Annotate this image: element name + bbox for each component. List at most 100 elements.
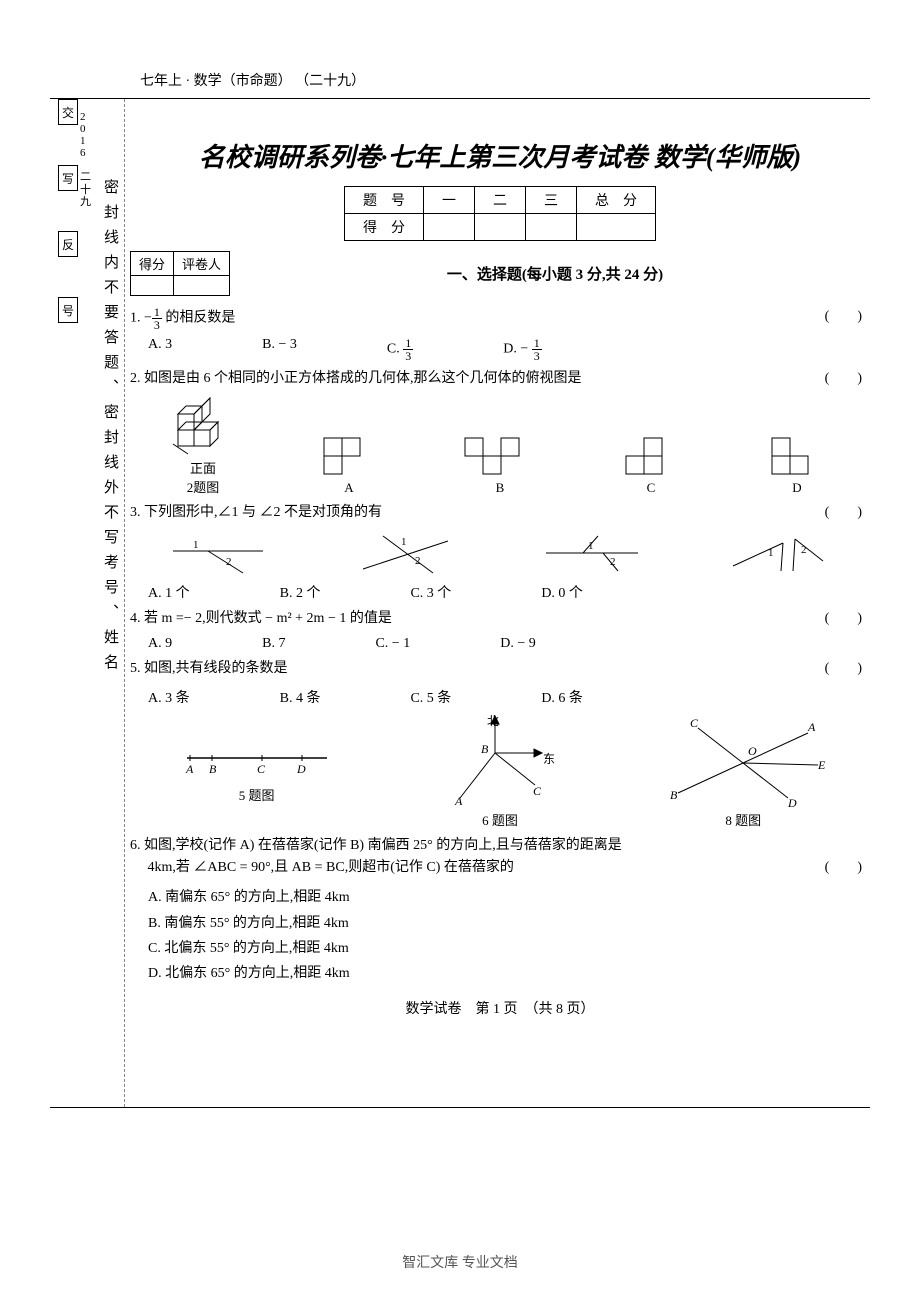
q2-main-fig: 正面2题图 <box>168 396 238 496</box>
score-summary-table: 题 号 一 二 三 总 分 得 分 <box>344 186 656 241</box>
page-footer: 数学试卷 第 1 页 （共 8 页） <box>130 998 870 1018</box>
exam-page: 七年上 · 数学（市命题） （二十九） 2016二十九 交 写 反 号 密封线内… <box>0 0 920 1302</box>
svg-text:B: B <box>481 742 489 756</box>
side-stamp-boxes: 交 写 反 号 <box>58 99 78 363</box>
q4-options: A. 9 B. 7 C. − 1 D. − 9 <box>148 636 870 652</box>
svg-text:1: 1 <box>401 536 407 548</box>
option-b: B. 4 条 <box>280 687 321 707</box>
svg-text:1: 1 <box>768 547 774 559</box>
option-a: A. 9 <box>148 636 172 652</box>
option-a: A. 3 <box>148 337 172 362</box>
table-row: 得 分 <box>345 214 656 241</box>
option-c: C. 3 个 <box>410 582 451 602</box>
question-3: 3. 下列图形中,∠1 与 ∠2 不是对顶角的有 ( ) <box>130 502 870 524</box>
fig-label: A <box>314 480 384 496</box>
answer-blank: ( ) <box>825 857 862 879</box>
fig8: ABCDEO 8 题图 <box>658 713 828 829</box>
q3-stem: 3. 下列图形中,∠1 与 ∠2 不是对顶角的有 <box>130 505 382 520</box>
angle-diagram-icon: 12 <box>353 531 463 576</box>
section-header-row: 得分评卷人 一、选择题(每小题 3 分,共 24 分) <box>130 251 870 296</box>
option-d: D. − 13 <box>503 337 542 362</box>
option-c: C. 5 条 <box>410 687 451 707</box>
seal-line-text: 密封线内不要答题、密封线外不写考号、姓名 <box>100 179 121 679</box>
svg-text:C: C <box>690 716 699 730</box>
watermark-text: 智汇文库 专业文档 <box>0 1252 920 1272</box>
serial-vertical: 2016二十九 <box>80 111 91 208</box>
option-b: B. 南偏东 55° 的方向上,相距 4km <box>148 911 870 936</box>
q1-options: A. 3 B. − 3 C. 13 D. − 13 <box>148 337 870 362</box>
empty-cell <box>577 214 656 241</box>
fig-label: D <box>762 480 832 496</box>
q4-stem: 4. 若 m =− 2,则代数式 − m² + 2m − 1 的值是 <box>130 611 392 626</box>
grader-box: 得分评卷人 <box>130 251 230 296</box>
q2-figures: 正面2题图 A B C D <box>130 396 870 496</box>
binding-margin: 2016二十九 交 写 反 号 密封线内不要答题、密封线外不写考号、姓名 <box>50 99 125 1107</box>
fig-label: 6 题图 <box>425 810 575 829</box>
header-cell: 题 号 <box>345 187 424 214</box>
empty-cell <box>526 214 577 241</box>
option-c: C. 13 <box>387 337 413 362</box>
q6-stem1: 6. 如图,学校(记作 A) 在蓓蓓家(记作 B) 南偏西 25° 的方向上,且… <box>130 838 622 853</box>
question-5: 5. 如图,共有线段的条数是 ( ) <box>130 658 870 680</box>
svg-text:1: 1 <box>588 540 594 552</box>
empty-cell <box>174 276 230 296</box>
svg-text:B: B <box>209 762 217 776</box>
q3-options: A. 1 个 B. 2 个 C. 3 个 D. 0 个 <box>148 582 870 602</box>
svg-text:东: 东 <box>543 752 555 766</box>
header-cell: 二 <box>475 187 526 214</box>
top-heading: 七年上 · 数学（市命题） （二十九） <box>140 70 870 90</box>
rays-diagram-icon: ABCDEO <box>658 713 828 808</box>
svg-text:A: A <box>807 720 816 734</box>
answer-blank: ( ) <box>825 608 862 630</box>
q1-stem-post: 的相反数是 <box>162 311 236 326</box>
angle-diagram-icon: 12 <box>168 531 278 576</box>
fig-label: 8 题图 <box>658 810 828 829</box>
option-b: B. 2 个 <box>280 582 321 602</box>
q1-stem-pre: 1. − <box>130 311 152 326</box>
grid-icon <box>616 428 686 478</box>
content-frame: 2016二十九 交 写 反 号 密封线内不要答题、密封线外不写考号、姓名 名校调… <box>50 98 870 1108</box>
answer-blank: ( ) <box>825 368 862 390</box>
fraction-icon: 13 <box>152 306 162 331</box>
option-b: B. − 3 <box>262 337 297 362</box>
svg-text:2: 2 <box>801 544 807 556</box>
cube-3d-icon <box>168 396 238 456</box>
answer-blank: ( ) <box>825 306 862 328</box>
fig-label: B <box>460 480 540 496</box>
empty-cell <box>424 214 475 241</box>
stamp-box: 写 <box>58 165 78 191</box>
cell-label: 得分 <box>131 252 174 276</box>
header-cell: 总 分 <box>577 187 656 214</box>
angle-diagram-icon: 12 <box>538 531 648 576</box>
fig5: ABCD 5 题图 <box>172 713 342 804</box>
q2-opt-b-fig: B <box>460 428 540 496</box>
answer-blank: ( ) <box>825 658 862 680</box>
fraction-icon: 13 <box>532 337 542 362</box>
grid-icon <box>314 428 384 478</box>
fig-label: 正面2题图 <box>168 458 238 496</box>
q6-stem2: 4km,若 ∠ABC = 90°,且 AB = BC,则超市(记作 C) 在蓓蓓… <box>130 860 514 875</box>
option-d: D. 6 条 <box>541 687 583 707</box>
row-label: 得 分 <box>345 214 424 241</box>
option-b: B. 7 <box>262 636 285 652</box>
header-cell: 一 <box>424 187 475 214</box>
stamp-box: 号 <box>58 297 78 323</box>
table-row: 题 号 一 二 三 总 分 <box>345 187 656 214</box>
compass-diagram-icon: 北东 A B C <box>425 713 575 808</box>
svg-text:C: C <box>257 762 266 776</box>
q5-options: A. 3 条 B. 4 条 C. 5 条 D. 6 条 <box>148 687 870 707</box>
q2-opt-d-fig: D <box>762 428 832 496</box>
question-4: 4. 若 m =− 2,则代数式 − m² + 2m − 1 的值是 ( ) <box>130 608 870 630</box>
answer-blank: ( ) <box>825 502 862 524</box>
svg-text:B: B <box>670 788 678 802</box>
empty-cell <box>131 276 174 296</box>
fraction-icon: 13 <box>403 337 413 362</box>
question-1: 1. −13 的相反数是 ( ) <box>130 306 870 331</box>
svg-text:1: 1 <box>193 539 199 551</box>
q5-6-8-figures: ABCD 5 题图 北东 A B <box>130 713 870 829</box>
option-a: A. 南偏东 65° 的方向上,相距 4km <box>148 885 870 910</box>
q3-figures: 12 12 12 12 <box>130 531 870 576</box>
q5-stem: 5. 如图,共有线段的条数是 <box>130 661 288 676</box>
option-c: C. 北偏东 55° 的方向上,相距 4km <box>148 936 870 961</box>
question-2: 2. 如图是由 6 个相同的小正方体搭成的几何体,那么这个几何体的俯视图是 ( … <box>130 368 870 390</box>
